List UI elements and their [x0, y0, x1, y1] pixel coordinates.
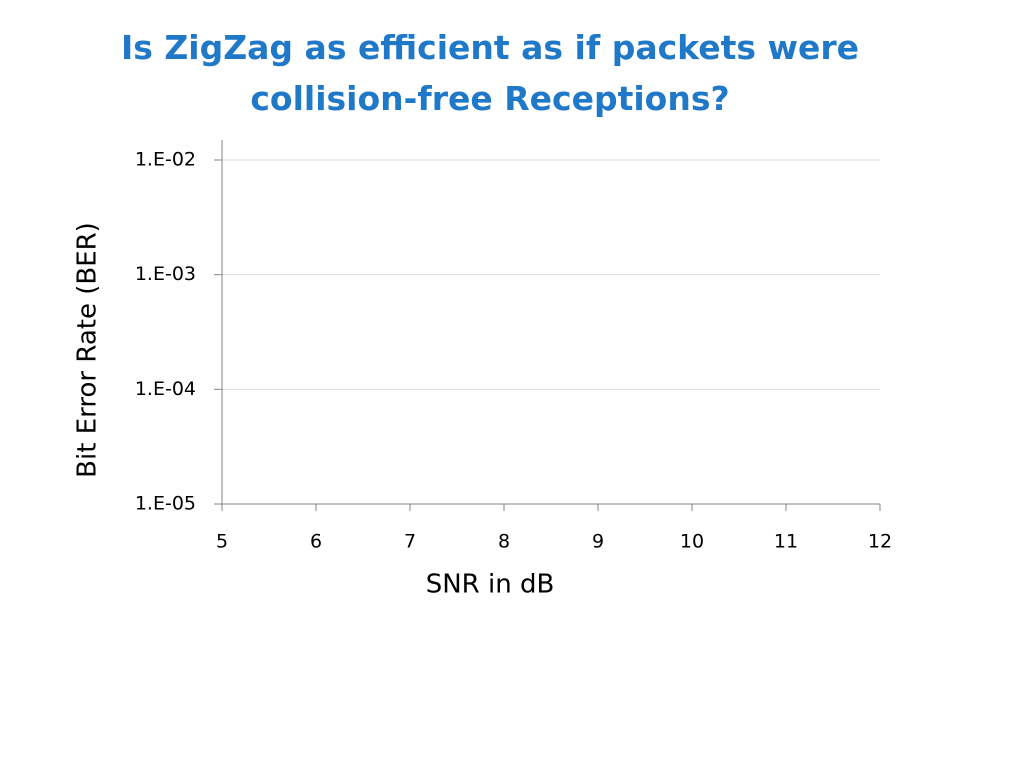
- x-tick-label: 9: [592, 531, 604, 553]
- x-tick-label: 12: [868, 531, 892, 553]
- x-tick-label: 5: [216, 531, 228, 553]
- x-tick-label: 8: [498, 531, 510, 553]
- x-tick-label: 11: [774, 531, 798, 553]
- x-tick-label: 6: [310, 531, 322, 553]
- chart-title: Is ZigZag as efficient as if packets wer…: [120, 28, 860, 118]
- x-tick-label: 10: [680, 531, 704, 553]
- y-tick-label: 1.E-05: [135, 493, 196, 515]
- x-tick-label: 7: [404, 531, 416, 553]
- x-axis-label: SNR in dB: [426, 570, 555, 600]
- y-axis-label: Bit Error Rate (BER): [73, 222, 103, 478]
- y-tick-label: 1.E-04: [135, 378, 196, 400]
- y-tick-label: 1.E-02: [135, 149, 196, 171]
- y-tick-label: 1.E-03: [135, 263, 196, 285]
